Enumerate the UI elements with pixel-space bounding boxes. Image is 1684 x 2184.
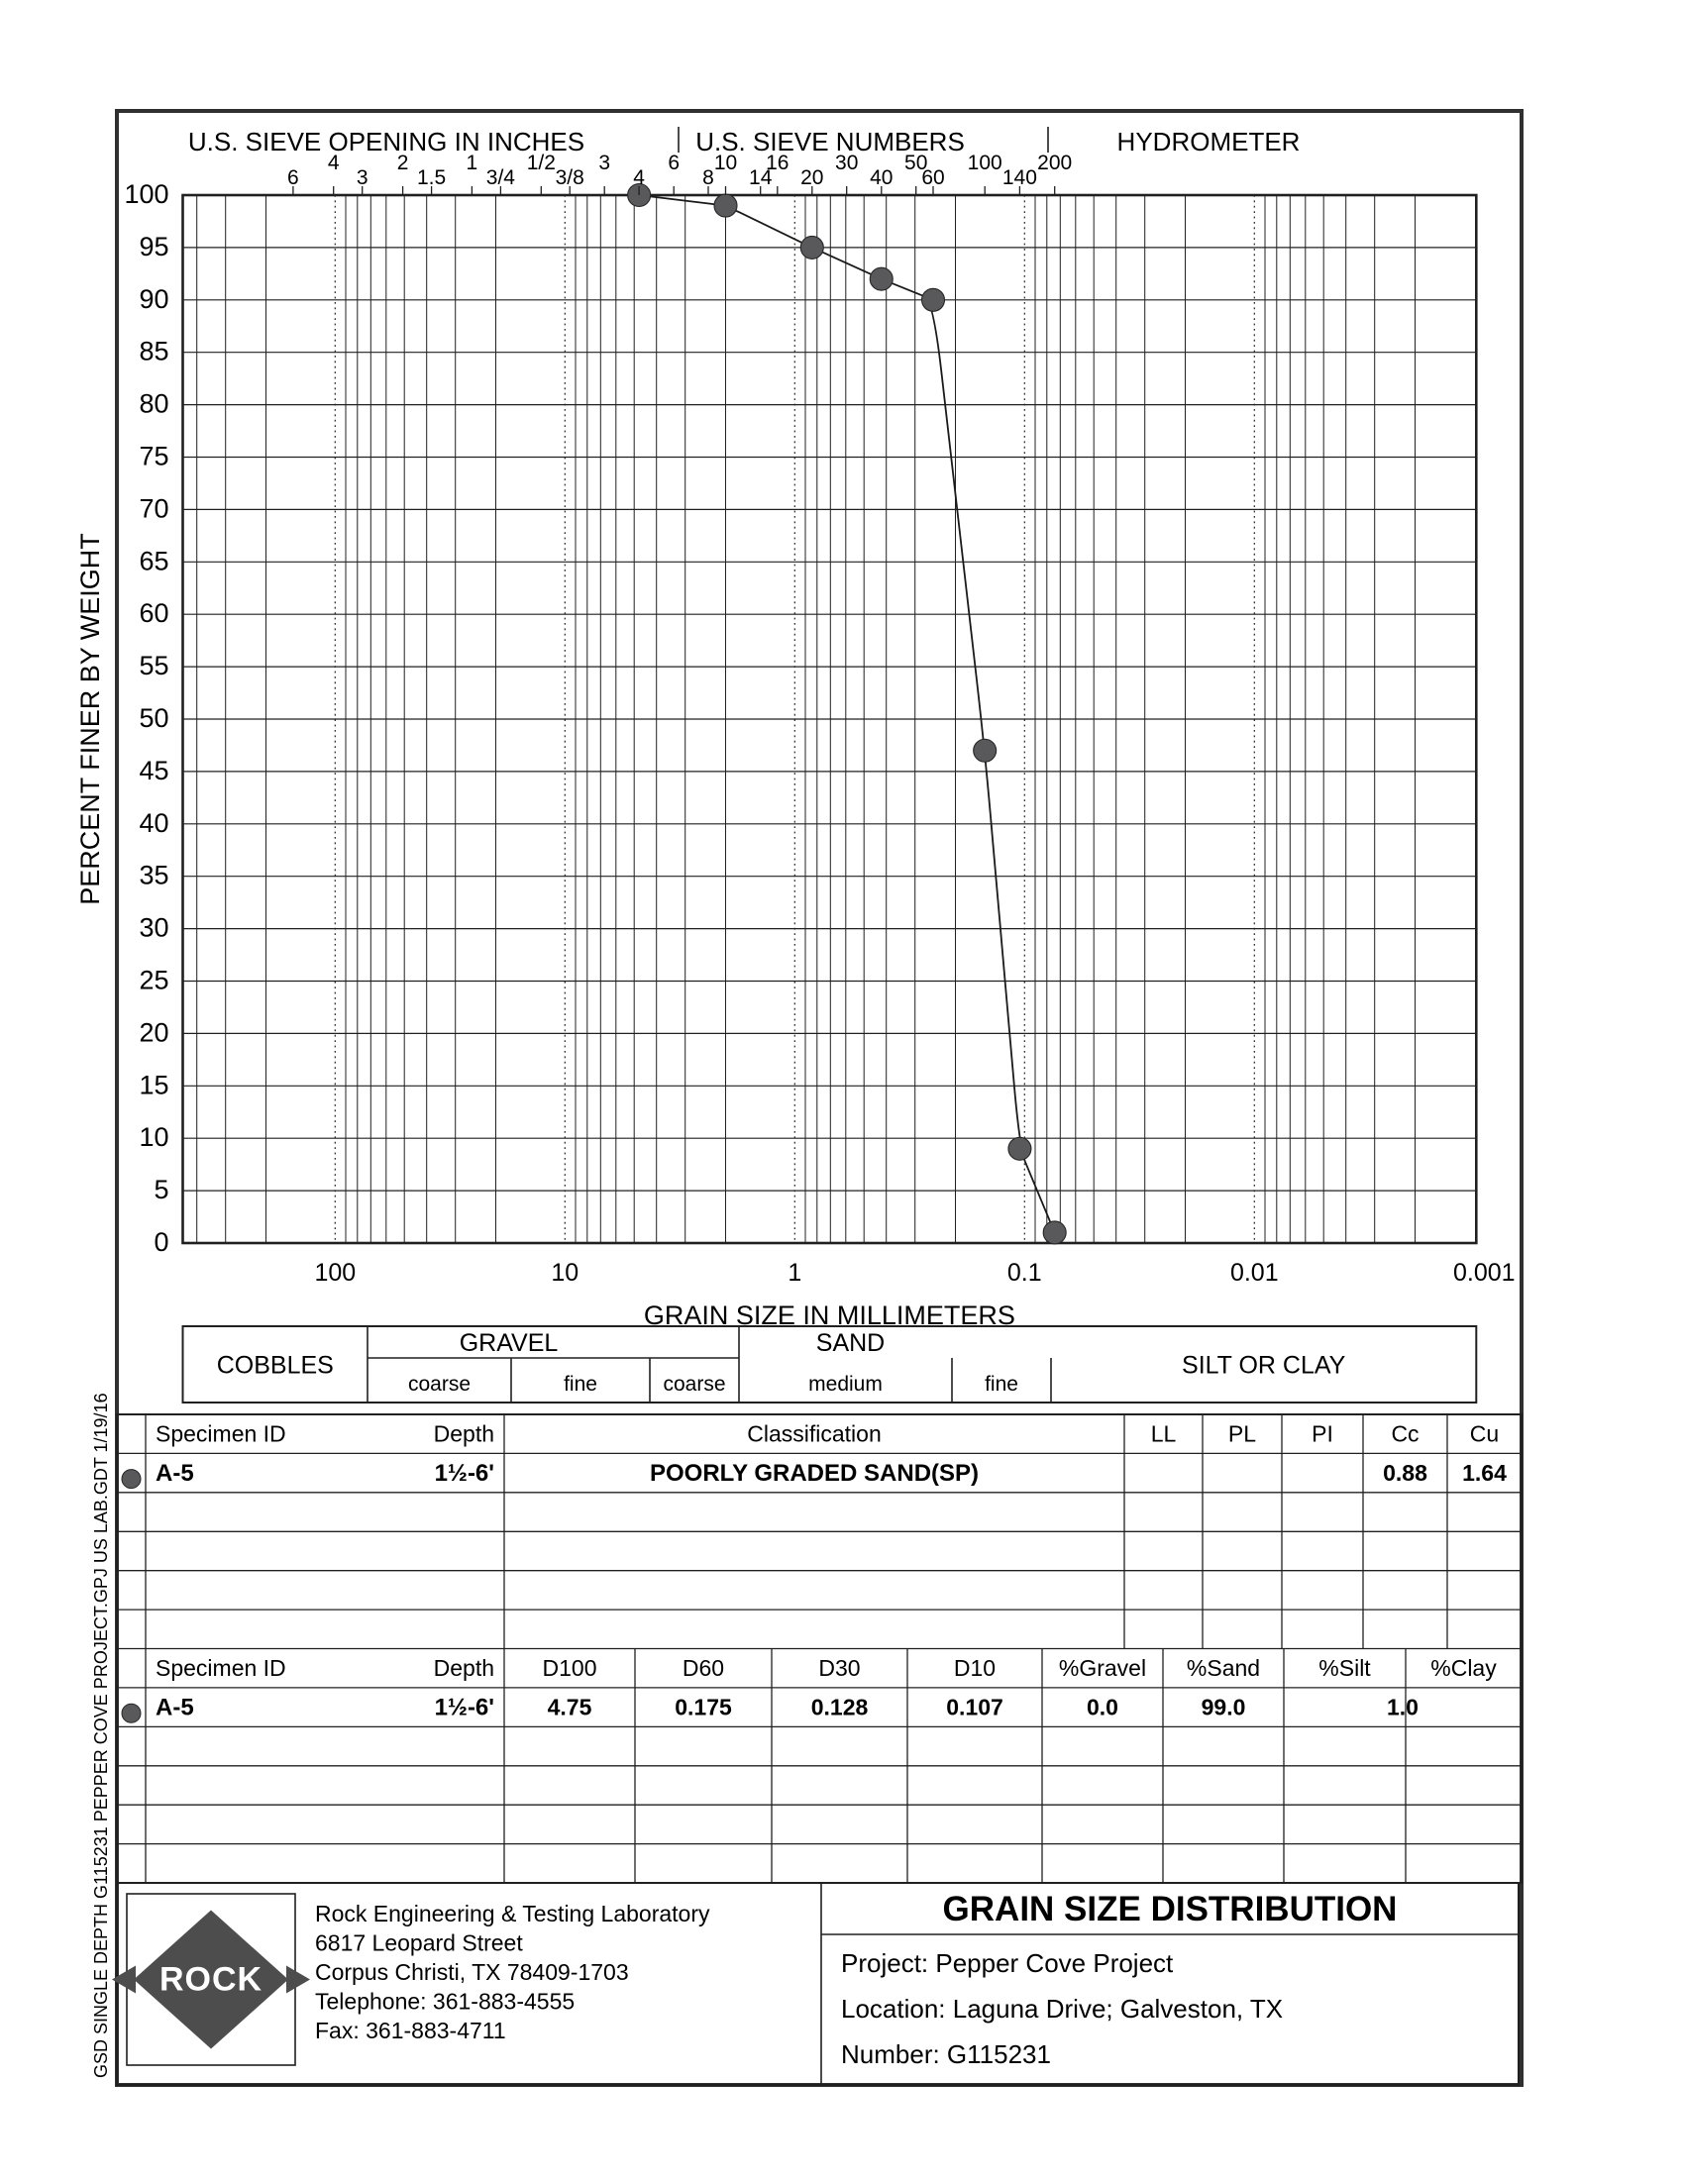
svg-text:Depth: Depth xyxy=(434,1655,494,1681)
svg-text:99.0: 99.0 xyxy=(1202,1695,1246,1720)
svg-text:6: 6 xyxy=(668,152,680,174)
svg-text:95: 95 xyxy=(139,232,168,261)
svg-text:D100: D100 xyxy=(543,1655,597,1681)
svg-text:15: 15 xyxy=(139,1070,168,1099)
svg-text:1½-6': 1½-6' xyxy=(435,1460,494,1487)
svg-text:1.0: 1.0 xyxy=(1387,1695,1419,1720)
svg-text:Corpus Christi, TX 78409-1703: Corpus Christi, TX 78409-1703 xyxy=(315,1959,629,1985)
svg-text:Rock Engineering & Testing Lab: Rock Engineering & Testing Laboratory xyxy=(315,1901,710,1926)
svg-text:8: 8 xyxy=(702,166,714,189)
svg-text:A-5: A-5 xyxy=(156,1695,194,1721)
svg-text:10: 10 xyxy=(139,1122,168,1152)
svg-text:U.S. SIEVE NUMBERS: U.S. SIEVE NUMBERS xyxy=(695,127,965,156)
svg-text:0.128: 0.128 xyxy=(811,1695,869,1720)
svg-text:0.88: 0.88 xyxy=(1383,1460,1427,1486)
svg-text:10: 10 xyxy=(551,1259,579,1287)
svg-text:25: 25 xyxy=(139,966,168,995)
svg-text:60: 60 xyxy=(139,598,168,628)
svg-text:100: 100 xyxy=(968,152,1002,174)
svg-text:D30: D30 xyxy=(818,1655,860,1681)
svg-text:A-5: A-5 xyxy=(156,1460,194,1487)
svg-text:Telephone: 361-883-4555: Telephone: 361-883-4555 xyxy=(315,1989,575,2015)
svg-text:100: 100 xyxy=(314,1259,356,1287)
svg-text:0.001: 0.001 xyxy=(1453,1259,1516,1287)
svg-text:Specimen ID: Specimen ID xyxy=(156,1655,286,1681)
svg-text:GSD SINGLE DEPTH G115231 PE: GSD SINGLE DEPTH G115231 PEPPER COVE PRO… xyxy=(91,1393,111,2078)
svg-text:6: 6 xyxy=(287,166,299,189)
svg-text:200: 200 xyxy=(1037,152,1072,174)
svg-text:PERCENT FINER BY WEIGHT: PERCENT FINER BY WEIGHT xyxy=(75,533,105,905)
svg-text:0.01: 0.01 xyxy=(1230,1259,1279,1287)
svg-text:Depth: Depth xyxy=(434,1421,494,1447)
svg-text:3/4: 3/4 xyxy=(486,166,516,189)
svg-text:%Silt: %Silt xyxy=(1318,1655,1371,1681)
svg-text:20: 20 xyxy=(800,166,823,189)
svg-text:35: 35 xyxy=(139,861,168,890)
svg-text:SAND: SAND xyxy=(816,1329,885,1357)
svg-text:3: 3 xyxy=(598,152,610,174)
svg-text:60: 60 xyxy=(921,166,944,189)
svg-text:140: 140 xyxy=(1002,166,1037,189)
svg-text:Fax: 361-883-4711: Fax: 361-883-4711 xyxy=(315,2018,506,2043)
svg-text:GRAIN SIZE DISTRIBUTION: GRAIN SIZE DISTRIBUTION xyxy=(943,1890,1398,1928)
svg-text:D60: D60 xyxy=(683,1655,724,1681)
svg-text:coarse: coarse xyxy=(408,1373,471,1396)
svg-text:75: 75 xyxy=(139,442,168,471)
svg-text:%Sand: %Sand xyxy=(1187,1655,1260,1681)
svg-text:20: 20 xyxy=(139,1017,168,1047)
svg-text:0.107: 0.107 xyxy=(946,1695,1003,1720)
svg-text:LL: LL xyxy=(1151,1421,1177,1447)
svg-text:PL: PL xyxy=(1228,1421,1256,1447)
svg-text:0.1: 0.1 xyxy=(1007,1259,1042,1287)
svg-text:U.S. SIEVE OPENING IN INCHES: U.S. SIEVE OPENING IN INCHES xyxy=(188,127,584,156)
svg-text:85: 85 xyxy=(139,337,168,366)
svg-text:65: 65 xyxy=(139,546,168,575)
svg-text:1.5: 1.5 xyxy=(417,166,446,189)
svg-text:45: 45 xyxy=(139,756,168,785)
svg-text:4.75: 4.75 xyxy=(548,1695,592,1720)
svg-text:SILT OR CLAY: SILT OR CLAY xyxy=(1182,1352,1346,1380)
svg-text:%Gravel: %Gravel xyxy=(1059,1655,1146,1681)
svg-text:3: 3 xyxy=(357,166,368,189)
svg-text:HYDROMETER: HYDROMETER xyxy=(1117,127,1301,156)
svg-text:Number: G115231: Number: G115231 xyxy=(841,2039,1051,2069)
svg-text:1: 1 xyxy=(788,1259,801,1287)
svg-text:Specimen ID: Specimen ID xyxy=(156,1421,286,1447)
svg-text:Cc: Cc xyxy=(1391,1421,1419,1447)
svg-text:Project: Pepper Cove Project: Project: Pepper Cove Project xyxy=(841,1948,1174,1978)
svg-text:1.64: 1.64 xyxy=(1462,1460,1507,1486)
svg-text:Classification: Classification xyxy=(747,1421,882,1447)
svg-text:%Clay: %Clay xyxy=(1430,1655,1497,1681)
svg-text:40: 40 xyxy=(139,808,168,838)
svg-text:PI: PI xyxy=(1312,1421,1333,1447)
svg-text:fine: fine xyxy=(564,1373,597,1396)
svg-text:30: 30 xyxy=(139,913,168,943)
svg-text:fine: fine xyxy=(985,1373,1018,1396)
svg-text:Cu: Cu xyxy=(1470,1421,1499,1447)
svg-text:0.0: 0.0 xyxy=(1087,1695,1118,1720)
svg-text:1½-6': 1½-6' xyxy=(435,1695,494,1721)
svg-text:COBBLES: COBBLES xyxy=(217,1352,334,1380)
svg-text:3/8: 3/8 xyxy=(556,166,584,189)
svg-text:70: 70 xyxy=(139,493,168,523)
svg-text:50: 50 xyxy=(139,703,168,733)
svg-text:100: 100 xyxy=(124,179,168,209)
svg-text:5: 5 xyxy=(154,1175,168,1204)
svg-text:D10: D10 xyxy=(954,1655,996,1681)
svg-text:0: 0 xyxy=(154,1227,168,1257)
svg-text:0.175: 0.175 xyxy=(675,1695,732,1720)
svg-text:90: 90 xyxy=(139,284,168,314)
svg-text:medium: medium xyxy=(808,1373,883,1396)
svg-text:GRAVEL: GRAVEL xyxy=(460,1329,559,1357)
svg-text:coarse: coarse xyxy=(663,1373,725,1396)
svg-text:40: 40 xyxy=(870,166,893,189)
svg-text:6817 Leopard Street: 6817 Leopard Street xyxy=(315,1930,523,1956)
svg-text:ROCK: ROCK xyxy=(159,1961,263,1999)
svg-text:4: 4 xyxy=(633,166,645,189)
svg-text:80: 80 xyxy=(139,389,168,419)
svg-text:Location: Laguna Drive; Galve: Location: Laguna Drive; Galveston, TX xyxy=(841,1994,1283,2024)
svg-text:55: 55 xyxy=(139,651,168,680)
svg-text:POORLY GRADED SAND(SP): POORLY GRADED SAND(SP) xyxy=(650,1460,979,1487)
